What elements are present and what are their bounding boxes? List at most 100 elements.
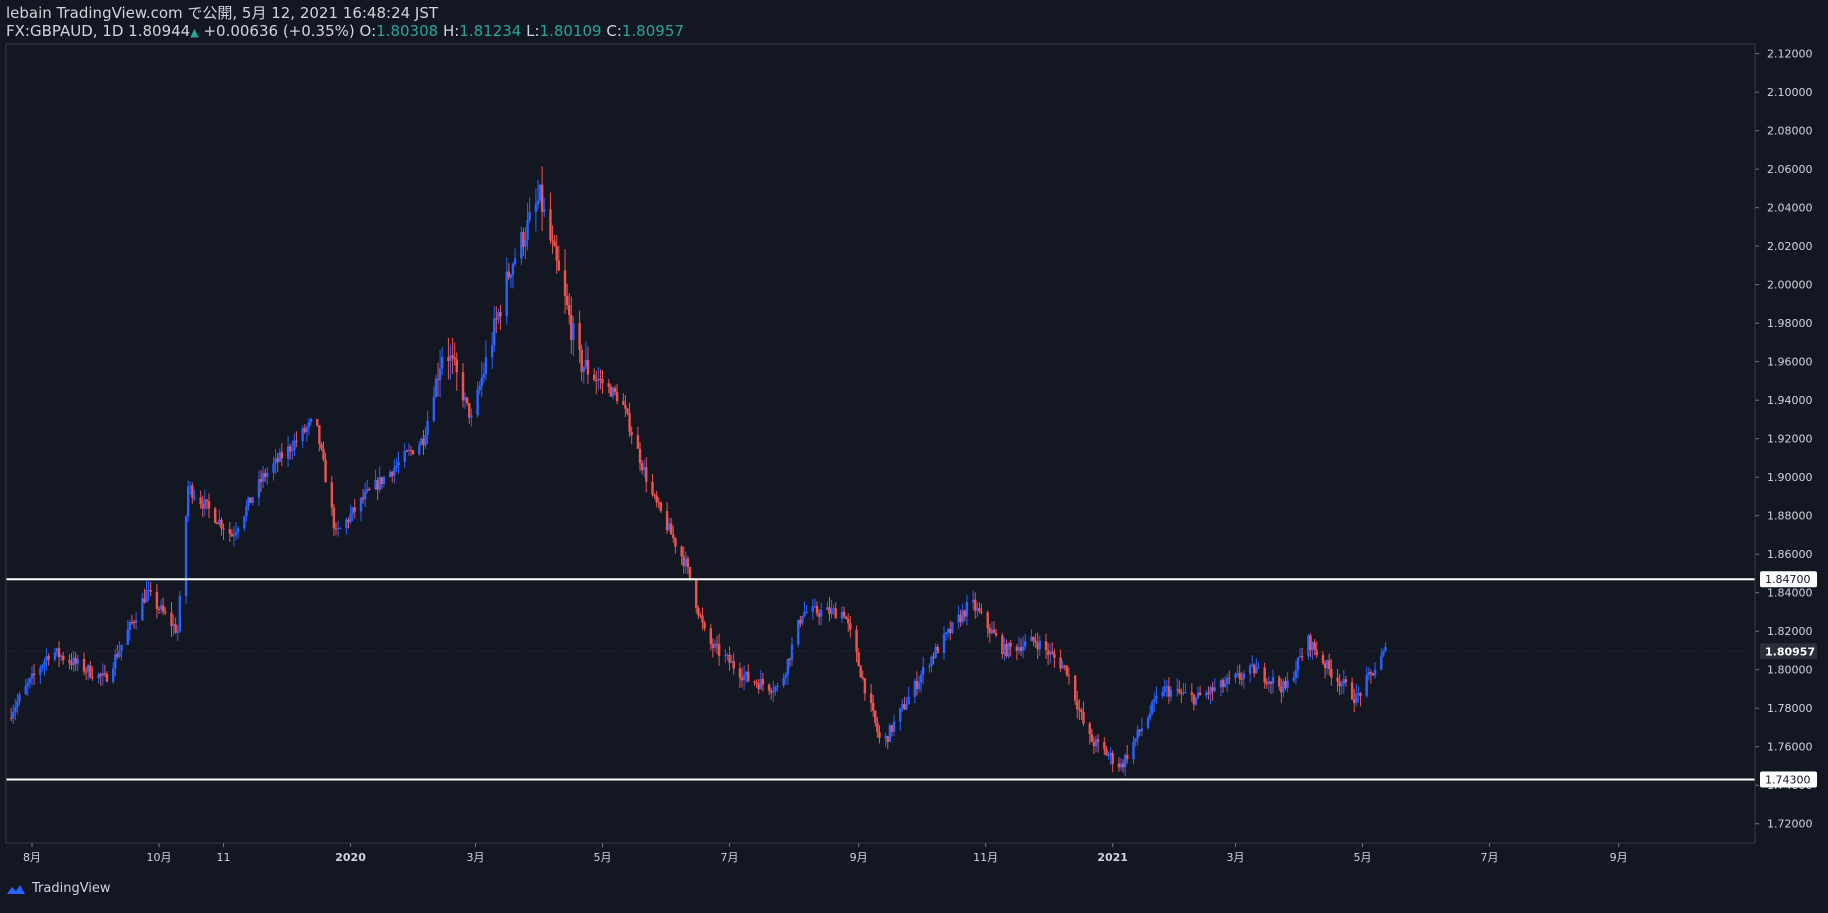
candle-body xyxy=(711,644,715,648)
candle-body xyxy=(934,646,937,658)
candle-body xyxy=(1119,763,1123,768)
candle-body xyxy=(426,420,429,436)
candle-body xyxy=(276,458,279,462)
candle-body xyxy=(307,422,311,428)
candle-body xyxy=(797,620,800,645)
candle-body xyxy=(932,656,935,658)
candle-body xyxy=(888,725,892,742)
candle-body xyxy=(1003,643,1006,654)
candle-body xyxy=(232,534,236,537)
candle-body xyxy=(1369,672,1373,674)
candle-body xyxy=(1092,741,1096,747)
candle-body xyxy=(493,318,496,345)
candle-body xyxy=(803,611,806,616)
candle-body xyxy=(971,599,975,603)
footer-brand[interactable]: TradingView xyxy=(6,881,111,896)
candle-body xyxy=(1359,693,1362,696)
candle-body xyxy=(511,263,515,275)
candle-body xyxy=(682,556,685,567)
candle-body xyxy=(376,480,379,490)
candle-body xyxy=(1350,682,1354,700)
candle-body xyxy=(642,467,646,470)
candle-body xyxy=(230,533,234,537)
candle-body xyxy=(1184,692,1187,694)
candle-body xyxy=(12,712,15,719)
candle-body xyxy=(184,516,188,597)
candle-body xyxy=(1088,723,1091,735)
candle-body xyxy=(915,680,919,689)
price-tick-label: 1.82000 xyxy=(1767,625,1813,638)
price-tick-label: 1.76000 xyxy=(1767,741,1813,754)
candle-body xyxy=(1138,729,1141,732)
price-axis[interactable]: 2.12000 2.10000 2.08000 2.06000 2.04000 2.020… xyxy=(1755,48,1817,831)
level-label-box xyxy=(1760,771,1817,788)
candle-body xyxy=(1228,677,1231,679)
candle-body xyxy=(1182,692,1185,694)
candle-body xyxy=(303,428,306,432)
candle-body xyxy=(611,387,615,397)
candle-body xyxy=(1384,647,1387,651)
candle-body xyxy=(568,305,571,316)
candle-body xyxy=(1123,754,1127,768)
candle-body xyxy=(630,432,633,436)
candle-body xyxy=(832,608,835,610)
candle-body xyxy=(1176,689,1179,691)
candle-body xyxy=(41,665,44,669)
candle-body xyxy=(1286,680,1289,688)
candle-body xyxy=(874,710,877,723)
price-tick-label: 1.80000 xyxy=(1767,664,1813,677)
time-tick-label: 9月 xyxy=(850,851,868,864)
candle-body xyxy=(453,357,456,360)
candle-body xyxy=(368,488,371,490)
candle-body xyxy=(913,680,917,697)
candle-body xyxy=(418,444,421,455)
candle-body xyxy=(869,693,873,703)
candle-body xyxy=(1153,699,1156,702)
candle-body xyxy=(1340,684,1343,687)
candle-body xyxy=(170,612,173,627)
candle-body xyxy=(549,209,552,241)
candle-body xyxy=(513,258,517,264)
candle-body xyxy=(1053,653,1056,658)
candle-body xyxy=(76,658,79,664)
candle-body xyxy=(351,507,354,514)
candle-body xyxy=(261,473,265,482)
candle-body xyxy=(1205,692,1208,696)
candle-body xyxy=(1036,642,1039,650)
candle-body xyxy=(482,373,486,378)
price-tick-label: 2.00000 xyxy=(1767,279,1813,292)
candle-body xyxy=(1309,635,1312,651)
candle-body xyxy=(534,204,538,213)
candle-body xyxy=(1146,717,1150,729)
candle-body xyxy=(1034,641,1037,643)
candle-body xyxy=(1234,673,1237,679)
candle-body xyxy=(886,736,889,742)
candle-body xyxy=(1049,651,1052,655)
time-axis[interactable]: 8月 10月 11 2020 3月 5月 7月 9月 11月 2021 3月 5月 7月 9月 xyxy=(23,843,1628,864)
candle-body xyxy=(259,479,263,482)
candle-body xyxy=(1257,667,1260,669)
candle-body xyxy=(655,495,658,503)
candle-body xyxy=(963,610,967,617)
candle-body xyxy=(703,622,706,629)
candle-body xyxy=(784,674,787,678)
candle-body xyxy=(97,674,100,679)
candle-body xyxy=(1225,677,1229,684)
time-tick-label: 7月 xyxy=(1481,851,1499,864)
candle-body xyxy=(769,690,773,693)
time-tick-label: 7月 xyxy=(721,851,739,864)
price-tick-label: 1.94000 xyxy=(1767,394,1813,407)
candle-body xyxy=(817,613,821,617)
candle-body xyxy=(1078,709,1081,711)
candle-body xyxy=(553,241,556,247)
candle-body xyxy=(863,678,867,694)
candle-body xyxy=(236,528,240,532)
candle-body xyxy=(405,451,408,453)
candle-body xyxy=(645,467,648,482)
candle-body xyxy=(391,471,394,476)
candle-body xyxy=(505,271,508,317)
candle-body xyxy=(1371,672,1375,676)
candle-body xyxy=(59,655,63,658)
